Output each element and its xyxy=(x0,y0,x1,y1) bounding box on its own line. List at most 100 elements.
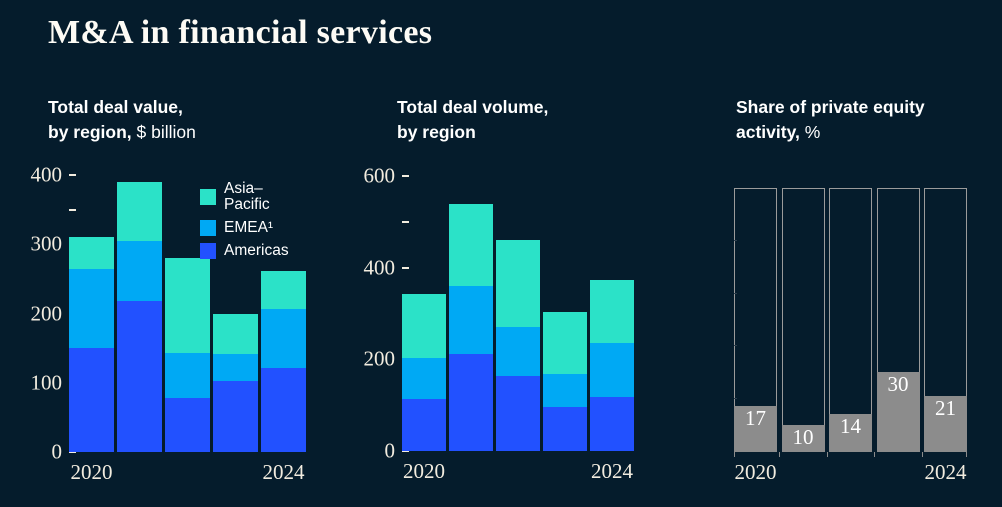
bars-group: 17 10 14 30 21 xyxy=(734,188,967,452)
y-axis-minor-tick xyxy=(69,208,76,211)
inner-scale-tick xyxy=(734,398,737,400)
segment-emea-2024 xyxy=(590,342,634,398)
segment-americas-2020 xyxy=(402,399,446,451)
y-axis-tick xyxy=(69,451,76,453)
plot-area-deal-volume: 0 200 400 600 2020 2024 xyxy=(364,165,634,483)
stacked-bar-2022 xyxy=(165,175,210,452)
segment-emea-2020 xyxy=(402,357,446,400)
x-axis-label-last: 2024 xyxy=(262,460,305,484)
pe-fill-2020: 17 xyxy=(734,406,777,452)
stacked-bar-2020 xyxy=(402,176,446,451)
chart-title-text: Total deal value, xyxy=(48,97,183,117)
chart-unit-text: $ billion xyxy=(131,122,196,142)
legend-item-asia-pacific: Asia–Pacific xyxy=(200,181,306,213)
stacked-bar-2021 xyxy=(449,176,493,451)
stacked-bar-2024 xyxy=(590,176,634,451)
segment-asia-pacific-2020 xyxy=(69,237,114,269)
legend-item-americas: Americas xyxy=(200,243,306,259)
inner-scale-tick xyxy=(734,239,737,241)
segment-emea-2022 xyxy=(496,327,540,376)
legend-swatch-asia-pacific xyxy=(200,189,216,205)
chart-title-text: Total deal volume, xyxy=(397,97,549,117)
stacked-bar-2024 xyxy=(261,175,306,452)
chart-title-text: Share of private equity xyxy=(736,97,925,117)
chart-heading-deal-volume: Total deal volume, by region xyxy=(397,95,548,145)
segment-americas-2023 xyxy=(213,380,258,452)
segment-emea-2023 xyxy=(543,374,587,408)
chart-title-text: by region xyxy=(397,122,476,142)
stacked-bar-2020 xyxy=(69,175,114,452)
legend-item-emea: EMEA¹ xyxy=(200,220,306,236)
segment-asia-pacific-2024 xyxy=(261,270,306,310)
segment-asia-pacific-2024 xyxy=(590,280,634,343)
bars-group xyxy=(69,175,306,452)
segment-americas-2020 xyxy=(69,348,114,452)
legend-swatch-emea xyxy=(200,220,216,236)
chart-heading-private-equity: Share of private equity activity, % xyxy=(736,95,925,145)
stacked-bar-2021 xyxy=(117,175,162,452)
pe-fill-2023: 30 xyxy=(876,371,920,452)
segment-asia-pacific-2022 xyxy=(496,240,540,328)
segment-americas-2021 xyxy=(449,353,493,451)
y-axis-label: 200 xyxy=(363,346,396,371)
chart-heading-line2: by region xyxy=(397,120,548,145)
pe-track-2020: 17 xyxy=(734,188,777,452)
y-axis-label: 300 xyxy=(30,231,63,256)
plot-area-deal-value: 0 100 200 300 400 2020 2024 Asia–Pacific EMEA¹ Am… xyxy=(31,164,306,484)
segment-emea-2021 xyxy=(117,240,162,302)
segment-asia-pacific-2021 xyxy=(117,181,162,241)
plot-area-private-equity: 17 10 14 30 21 2020 2024 xyxy=(734,188,967,484)
pe-value-label: 30 xyxy=(887,371,909,396)
pe-track-2022: 14 xyxy=(829,188,872,452)
segment-emea-2023 xyxy=(213,354,258,381)
segment-americas-2024 xyxy=(261,367,306,452)
segment-asia-pacific-2022 xyxy=(165,258,210,353)
pe-track-2021: 10 xyxy=(781,188,825,452)
segment-asia-pacific-2020 xyxy=(402,294,446,358)
inner-scale-tick xyxy=(734,292,737,294)
page-title: M&A in financial services xyxy=(48,14,433,51)
baseline-tick xyxy=(826,452,828,457)
segment-americas-2024 xyxy=(590,397,634,451)
y-axis-tick xyxy=(402,266,409,269)
chart-heading-line1: Total deal volume, xyxy=(397,95,548,120)
stacked-bar-2022 xyxy=(496,176,540,451)
y-axis-label: 100 xyxy=(30,370,63,395)
segment-americas-2021 xyxy=(117,301,162,452)
segment-emea-2020 xyxy=(69,268,114,349)
baseline-tick xyxy=(734,452,735,457)
chart-title-text: activity, xyxy=(736,122,800,142)
pe-track-2024: 21 xyxy=(924,188,967,452)
segment-asia-pacific-2023 xyxy=(543,312,587,375)
baseline-tick xyxy=(779,452,781,457)
inner-scale-tick xyxy=(734,345,737,347)
pe-value-label: 14 xyxy=(840,414,861,439)
segment-asia-pacific-2023 xyxy=(213,313,258,355)
baseline-tick xyxy=(874,452,876,457)
y-axis-minor-tick xyxy=(402,220,409,223)
segment-americas-2023 xyxy=(543,407,587,451)
legend-label: EMEA¹ xyxy=(224,219,274,236)
chart-title-text: by region, xyxy=(48,122,132,142)
legend-label: Americas xyxy=(224,242,289,259)
pe-track-2023: 30 xyxy=(876,188,920,452)
stacked-bar-2023 xyxy=(213,175,258,452)
pe-fill-2022: 14 xyxy=(829,414,872,452)
chart-heading-deal-value: Total deal value, by region, $ billion xyxy=(48,95,196,145)
x-axis-label-last: 2024 xyxy=(924,460,967,484)
segment-emea-2021 xyxy=(449,286,493,354)
pe-fill-2024: 21 xyxy=(924,395,967,452)
bars-group xyxy=(402,176,634,451)
y-axis-tick xyxy=(402,450,409,452)
chart-heading-line1: Share of private equity xyxy=(736,95,925,120)
baseline-tick xyxy=(921,452,923,457)
chart-heading-line1: Total deal value, xyxy=(48,95,196,120)
stacked-bar-2023 xyxy=(543,176,587,451)
pe-value-label: 21 xyxy=(935,395,956,420)
y-axis-label: 600 xyxy=(363,163,396,188)
y-axis-label: 200 xyxy=(30,301,63,325)
segment-americas-2022 xyxy=(165,398,210,452)
segment-emea-2024 xyxy=(261,309,306,368)
baseline-tick xyxy=(966,452,967,457)
